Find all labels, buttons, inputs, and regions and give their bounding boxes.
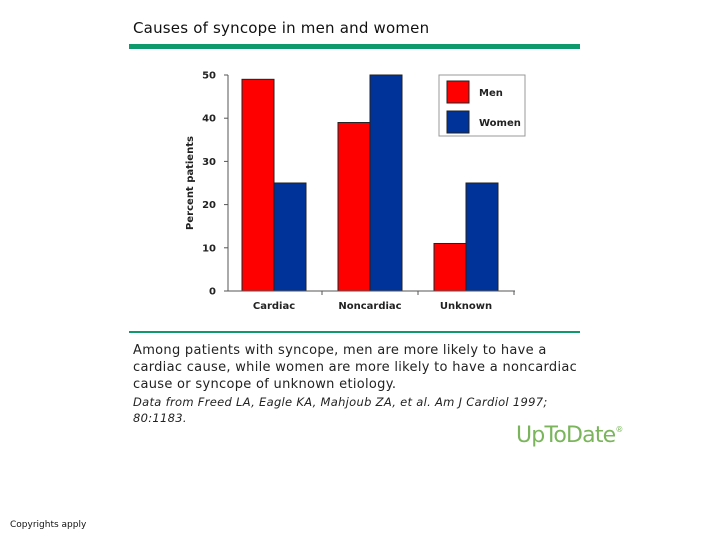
legend-label-women: Women xyxy=(479,118,521,129)
x-tick-label: Cardiac xyxy=(253,301,295,312)
bar-women-cardiac xyxy=(273,182,307,292)
bar-men-noncardiac xyxy=(337,122,371,292)
y-tick-label: 10 xyxy=(202,243,216,254)
title-rule xyxy=(129,44,580,49)
y-tick-label: 20 xyxy=(202,200,216,211)
caption-rule xyxy=(129,331,580,333)
legend-swatch-women xyxy=(446,110,470,134)
bar-women-unknown xyxy=(465,182,499,292)
legend-swatch-men xyxy=(446,80,470,104)
bar-men-cardiac xyxy=(241,78,275,292)
x-tick-label: Unknown xyxy=(440,301,492,312)
bar-chart: Cardiac Noncardiac Unknown 0 10 20 30 40 50 Perce… xyxy=(185,71,526,312)
x-tick-label: Noncardiac xyxy=(338,301,401,312)
y-tick-label: 30 xyxy=(202,157,216,168)
registered-mark: ® xyxy=(615,425,624,434)
figure-citation: Data from Freed LA, Eagle KA, Mahjoub ZA… xyxy=(133,395,548,425)
page-title: Causes of syncope in men and women xyxy=(133,19,430,37)
copyright-notice: Copyrights apply xyxy=(10,520,87,530)
bar-women-noncardiac xyxy=(369,74,403,292)
y-tick-label: 0 xyxy=(209,287,216,298)
uptodate-logo: UpToDate® xyxy=(516,423,623,448)
y-axis-label: Percent patients xyxy=(185,136,196,230)
y-tick-label: 40 xyxy=(202,114,216,125)
logo-text: UpToDate xyxy=(516,423,616,448)
legend-label-men: Men xyxy=(479,88,503,99)
figure-caption: Among patients with syncope, men are mor… xyxy=(133,343,578,392)
bar-men-unknown xyxy=(433,242,467,292)
y-tick-label: 50 xyxy=(202,71,216,82)
